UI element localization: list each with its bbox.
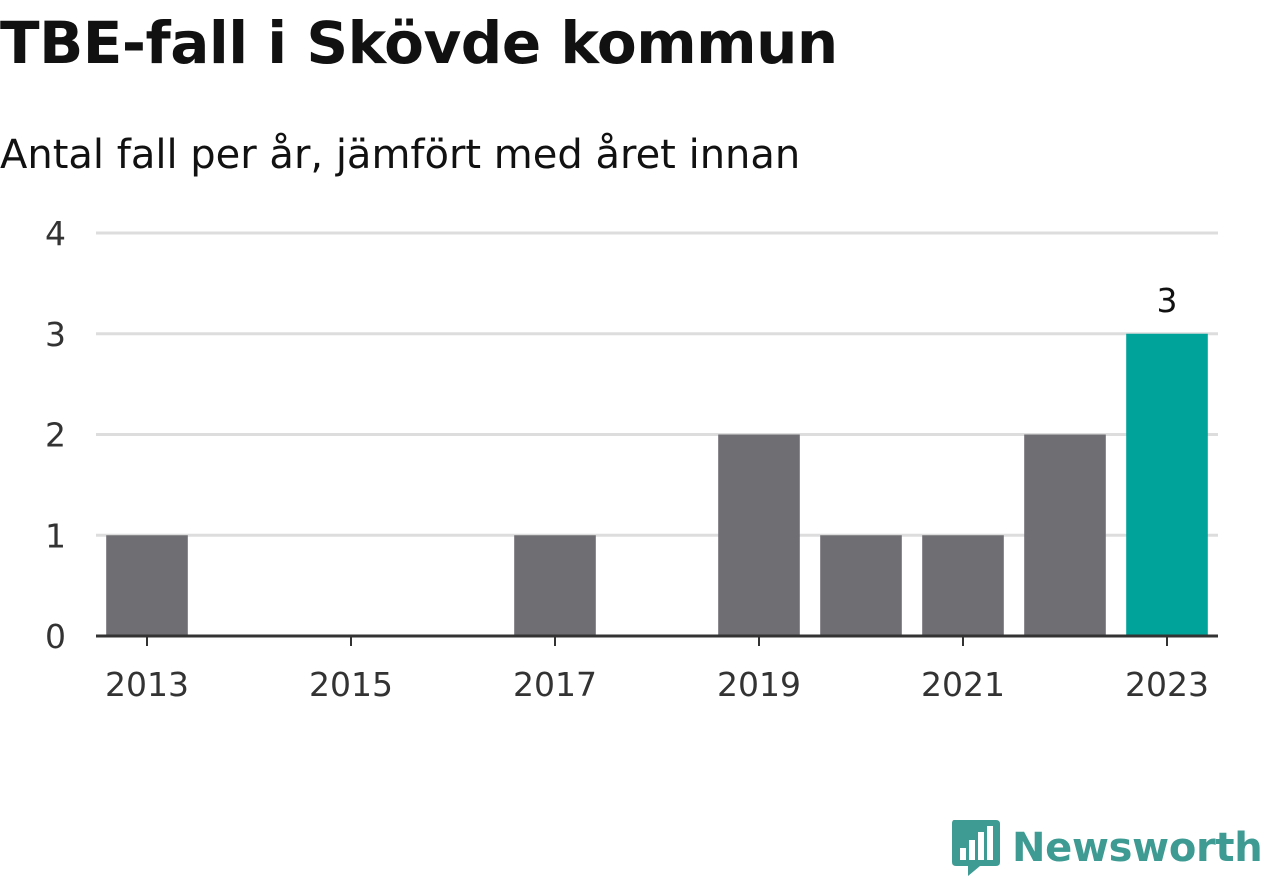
bar-2021 (922, 535, 1004, 636)
x-tick-label: 2017 (513, 665, 597, 704)
bar-2017 (514, 535, 596, 636)
chart-title: TBE-fall i Skövde kommun (0, 9, 838, 77)
bar-2022 (1024, 434, 1106, 636)
y-tick-label: 0 (45, 617, 66, 656)
x-tick-label: 2013 (105, 665, 189, 704)
newsworthy-logo-icon (952, 820, 1000, 876)
y-tick-label: 4 (45, 214, 66, 253)
bar-2020 (820, 535, 902, 636)
x-tick-label: 2021 (921, 665, 1005, 704)
x-tick-label: 2015 (309, 665, 393, 704)
brand: Newsworthy (950, 818, 1262, 878)
chart-subtitle: Antal fall per år, jämfört med året inna… (0, 132, 801, 178)
bar-2013 (106, 535, 188, 636)
data-label: 3 (1157, 281, 1178, 320)
bar-2019 (718, 434, 800, 636)
y-tick-label: 2 (45, 416, 66, 455)
bar-2023 (1126, 333, 1208, 636)
x-tick-label: 2019 (717, 665, 801, 704)
x-tick-label: 2023 (1125, 665, 1209, 704)
brand-name: Newsworthy (1012, 825, 1262, 871)
y-tick-label: 1 (45, 516, 66, 555)
y-tick-label: 3 (45, 315, 66, 354)
